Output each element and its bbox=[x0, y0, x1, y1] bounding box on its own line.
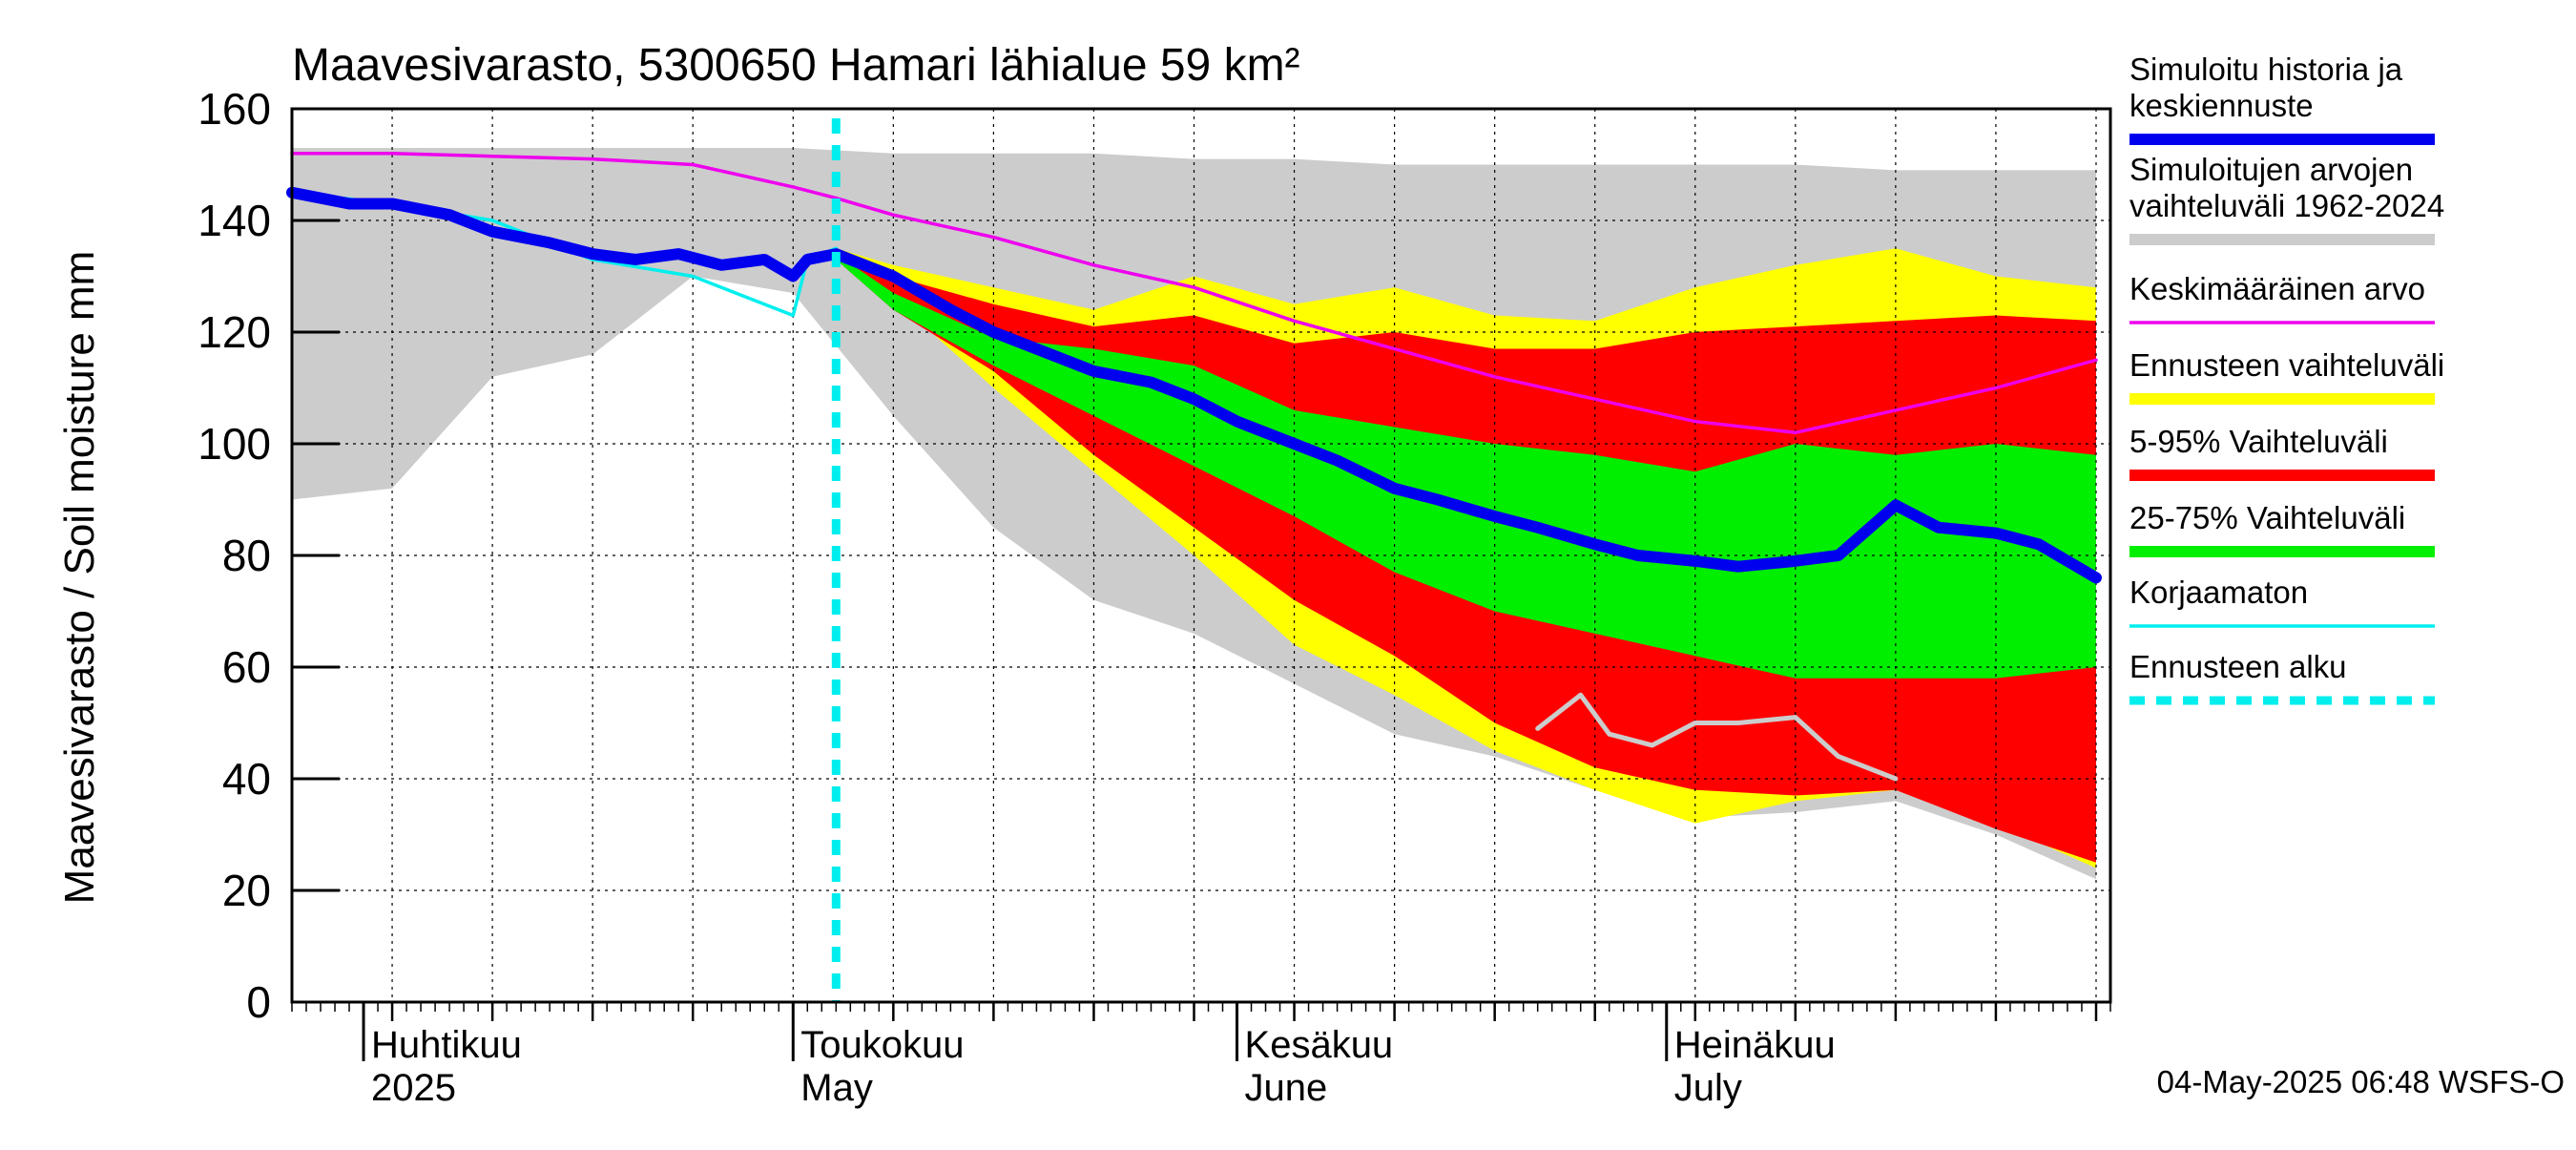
legend-label-line-1-0: Simuloitujen arvojen bbox=[2129, 152, 2413, 187]
y-tick-label-20: 20 bbox=[222, 866, 271, 915]
legend-label-line-6-0: Korjaamaton bbox=[2129, 575, 2308, 610]
legend-label-line-2-0: Keskimääräinen arvo bbox=[2129, 271, 2425, 306]
legend-label-7: Ennusteen alku bbox=[2129, 649, 2347, 684]
line-series-3 bbox=[1535, 692, 1899, 782]
legend-label-line-5-0: 25-75% Vaihteluväli bbox=[2129, 500, 2405, 535]
y-tick-label-80: 80 bbox=[222, 531, 271, 580]
y-tick-label-60: 60 bbox=[222, 642, 271, 692]
timestamp: 04-May-2025 06:48 WSFS-O bbox=[2157, 1064, 2565, 1099]
band-3 bbox=[836, 254, 2096, 679]
x-month-label-en-3: July bbox=[1674, 1067, 1742, 1109]
x-month-label-fi-1: Toukokuu bbox=[800, 1024, 964, 1066]
legend-label-line-7-0: Ennusteen alku bbox=[2129, 649, 2347, 684]
legend-label-4: 5-95% Vaihteluväli bbox=[2129, 424, 2388, 459]
legend-label-line-3-0: Ennusteen vaihteluväli bbox=[2129, 347, 2444, 383]
y-tick-label-140: 140 bbox=[197, 196, 271, 245]
y-tick-label-100: 100 bbox=[197, 419, 271, 469]
y-tick-label-120: 120 bbox=[197, 307, 271, 357]
y-tick-label-0: 0 bbox=[246, 977, 271, 1027]
chart-title: Maavesivarasto, 5300650 Hamari lähialue … bbox=[292, 40, 1300, 91]
x-month-label-fi-3: Heinäkuu bbox=[1674, 1024, 1836, 1066]
legend-label-line-0-0: Simuloitu historia ja bbox=[2129, 52, 2403, 87]
line-series-2 bbox=[286, 186, 2102, 584]
legend-label-line-0-1: keskiennuste bbox=[2129, 88, 2314, 123]
x-month-label-en-1: May bbox=[800, 1067, 873, 1109]
legend-label-0: Simuloitu historia ja keskiennuste bbox=[2129, 52, 2403, 123]
legend-label-3: Ennusteen vaihteluväli bbox=[2129, 347, 2444, 383]
grid-layer bbox=[292, 109, 2110, 1002]
y-tick-label-40: 40 bbox=[222, 754, 271, 804]
line-series-0 bbox=[290, 152, 2098, 435]
legend-label-6: Korjaamaton bbox=[2129, 575, 2308, 610]
y-axis-label: Maavesivarasto / Soil moisture mm bbox=[56, 251, 103, 905]
legend-label-line-4-0: 5-95% Vaihteluväli bbox=[2129, 424, 2388, 459]
legend-label-5: 25-75% Vaihteluväli bbox=[2129, 500, 2405, 535]
x-month-label-en-2: June bbox=[1245, 1067, 1328, 1109]
legend-label-1: Simuloitujen arvojen vaihteluväli 1962-20… bbox=[2129, 152, 2444, 223]
y-tick-label-160: 160 bbox=[197, 84, 271, 134]
legend-label-2: Keskimääräinen arvo bbox=[2129, 271, 2425, 306]
x-month-label-fi-0: Huhtikuu bbox=[371, 1024, 522, 1066]
x-month-label-fi-2: Kesäkuu bbox=[1245, 1024, 1394, 1066]
legend: Simuloitu historia ja keskiennusteSimuloi… bbox=[2129, 52, 2444, 705]
x-month-label-en-0: 2025 bbox=[371, 1067, 456, 1109]
line-layer bbox=[286, 118, 2102, 1002]
legend-label-line-1-1: vaihteluväli 1962-2024 bbox=[2129, 188, 2444, 223]
